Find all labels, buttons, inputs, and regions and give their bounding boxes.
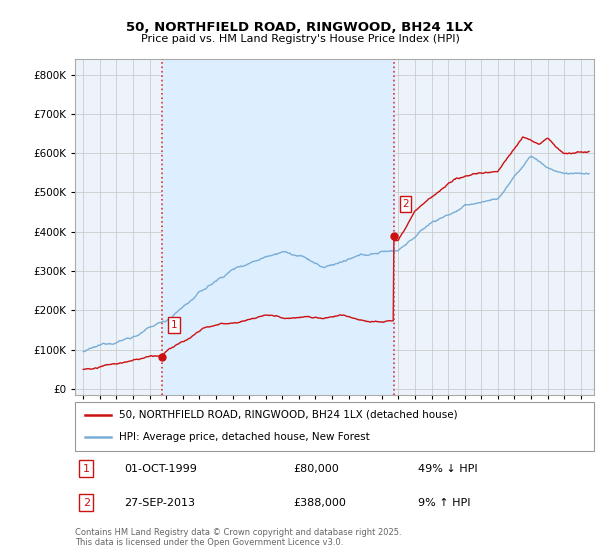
Text: 49% ↓ HPI: 49% ↓ HPI [418,464,477,474]
Text: 01-OCT-1999: 01-OCT-1999 [124,464,197,474]
Text: This data is licensed under the Open Government Licence v3.0.: This data is licensed under the Open Gov… [75,538,343,547]
Text: 1: 1 [83,464,90,474]
Bar [162,59,394,395]
FancyBboxPatch shape [75,402,594,451]
Text: 2: 2 [83,498,90,507]
Text: Price paid vs. HM Land Registry's House Price Index (HPI): Price paid vs. HM Land Registry's House … [140,34,460,44]
Text: 2: 2 [402,199,409,209]
Text: 27-SEP-2013: 27-SEP-2013 [124,498,196,507]
Text: £388,000: £388,000 [293,498,346,507]
Text: 9% ↑ HPI: 9% ↑ HPI [418,498,470,507]
Text: 1: 1 [170,320,177,330]
Text: 50, NORTHFIELD ROAD, RINGWOOD, BH24 1LX (detached house): 50, NORTHFIELD ROAD, RINGWOOD, BH24 1LX … [119,410,458,420]
Text: HPI: Average price, detached house, New Forest: HPI: Average price, detached house, New … [119,432,370,442]
Text: £80,000: £80,000 [293,464,339,474]
Text: 50, NORTHFIELD ROAD, RINGWOOD, BH24 1LX: 50, NORTHFIELD ROAD, RINGWOOD, BH24 1LX [127,21,473,34]
Text: Contains HM Land Registry data © Crown copyright and database right 2025.: Contains HM Land Registry data © Crown c… [75,528,401,536]
